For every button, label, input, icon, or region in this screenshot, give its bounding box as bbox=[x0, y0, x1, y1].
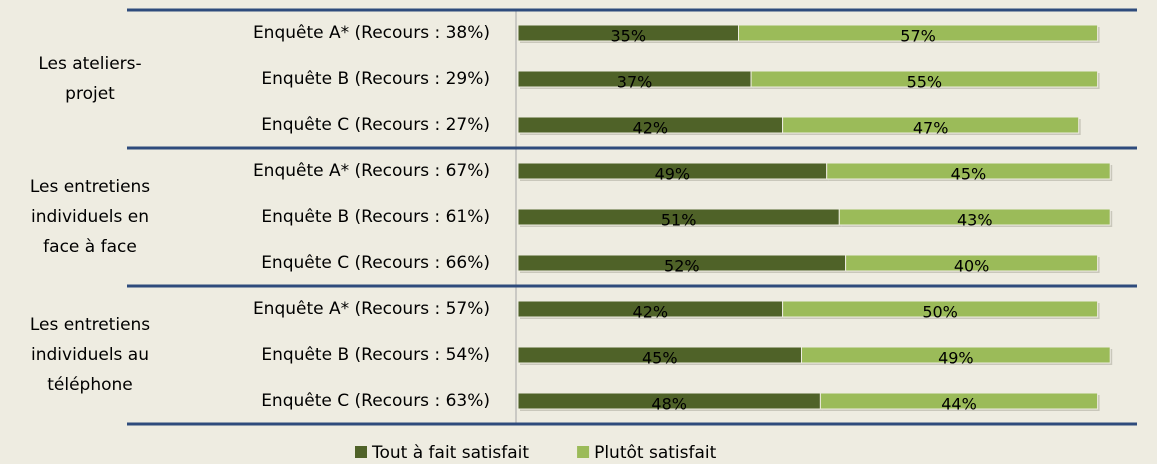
group-label: individuels en bbox=[31, 207, 149, 227]
category-label: Enquête B (Recours : 61%) bbox=[261, 207, 490, 227]
value-label: 45% bbox=[951, 165, 987, 184]
value-label: 52% bbox=[664, 257, 700, 276]
legend-swatch bbox=[577, 446, 590, 458]
legend-label: Plutôt satisfait bbox=[594, 443, 717, 463]
category-label: Enquête A* (Recours : 38%) bbox=[253, 23, 490, 43]
value-label: 35% bbox=[610, 27, 646, 46]
category-label: Enquête B (Recours : 54%) bbox=[261, 345, 490, 365]
value-label: 40% bbox=[954, 257, 990, 276]
bar bbox=[826, 162, 1111, 180]
value-label: 49% bbox=[655, 165, 691, 184]
bar bbox=[782, 300, 1099, 318]
category-label: Enquête A* (Recours : 57%) bbox=[253, 299, 490, 319]
bar bbox=[782, 116, 1080, 134]
bar bbox=[845, 254, 1099, 272]
category-label: Enquête B (Recours : 29%) bbox=[261, 69, 490, 89]
category-label: Enquête A* (Recours : 67%) bbox=[253, 161, 490, 181]
bar bbox=[750, 70, 1099, 88]
value-label: 47% bbox=[913, 119, 949, 138]
bar bbox=[819, 392, 1099, 410]
group-label: individuels au bbox=[31, 345, 149, 365]
group-label: Les entretiens bbox=[30, 315, 150, 335]
category-label: Enquête C (Recours : 66%) bbox=[261, 253, 490, 273]
value-label: 57% bbox=[900, 27, 936, 46]
value-label: 37% bbox=[617, 73, 653, 92]
category-label: Enquête C (Recours : 63%) bbox=[261, 391, 490, 411]
value-label: 48% bbox=[651, 395, 687, 414]
category-label: Enquête C (Recours : 27%) bbox=[261, 115, 490, 135]
legend-label: Tout à fait satisfait bbox=[371, 443, 529, 463]
group-label: téléphone bbox=[47, 375, 133, 395]
value-label: 44% bbox=[941, 395, 977, 414]
value-label: 43% bbox=[957, 211, 993, 230]
bar bbox=[738, 24, 1099, 42]
value-label: 42% bbox=[633, 119, 669, 138]
value-label: 51% bbox=[661, 211, 697, 230]
value-label: 42% bbox=[633, 303, 669, 322]
group-label: Les entretiens bbox=[30, 177, 150, 197]
bar bbox=[838, 208, 1111, 226]
group-label: Les ateliers- bbox=[38, 54, 141, 74]
legend-swatch bbox=[355, 446, 367, 458]
group-label: projet bbox=[65, 84, 115, 104]
value-label: 50% bbox=[922, 303, 958, 322]
bar bbox=[801, 346, 1111, 364]
value-label: 45% bbox=[642, 349, 678, 368]
group-label: face à face bbox=[43, 237, 137, 257]
value-label: 49% bbox=[938, 349, 974, 368]
value-label: 55% bbox=[907, 73, 943, 92]
